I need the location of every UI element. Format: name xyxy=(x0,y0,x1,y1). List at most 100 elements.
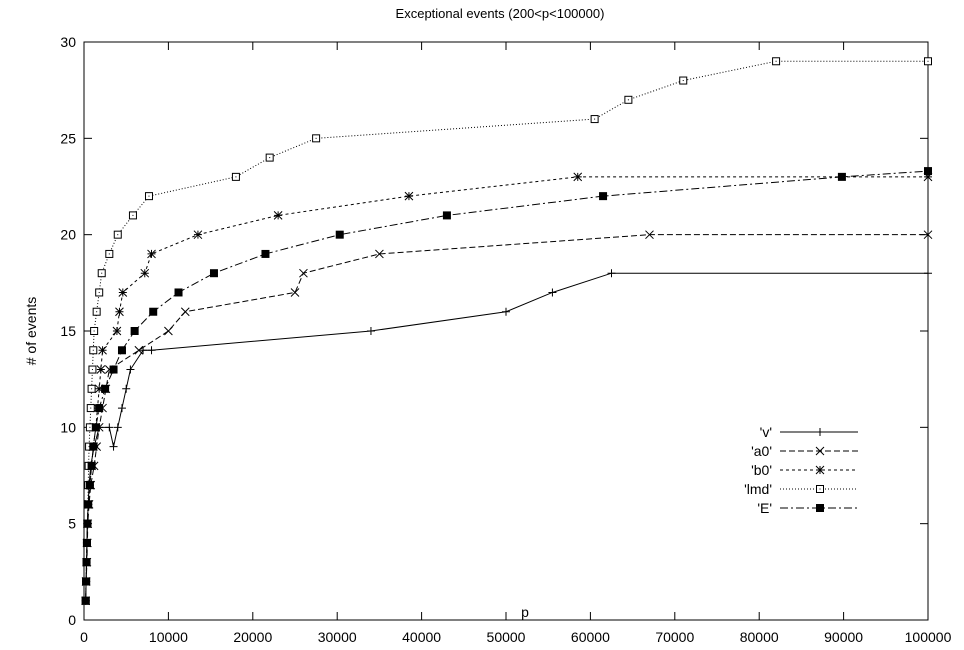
data-point xyxy=(113,423,122,432)
legend: 'v' 'a0' 'b0' 'lmd' 'E' xyxy=(744,424,858,516)
data-point xyxy=(83,519,92,528)
data-point-dot xyxy=(90,407,92,409)
data-point-dot xyxy=(88,446,90,448)
axis-ticks: 0 10000 20000 30000 40000 50000 60000 70000 8000… xyxy=(60,34,951,645)
series-line xyxy=(85,170,929,601)
data-point xyxy=(87,461,96,470)
y-tick-label: 15 xyxy=(60,323,76,339)
data-point xyxy=(209,269,218,278)
data-point-dot xyxy=(594,118,596,120)
x-tick-label: 90000 xyxy=(824,629,863,645)
data-point xyxy=(89,442,98,451)
data-point xyxy=(81,596,90,605)
data-point-dot xyxy=(927,60,929,62)
series-3 xyxy=(81,57,932,605)
data-point xyxy=(290,288,300,297)
x-tick-label: 10000 xyxy=(149,629,188,645)
data-point xyxy=(85,481,94,490)
data-point xyxy=(164,326,173,336)
data-point xyxy=(101,384,110,393)
data-point-dot xyxy=(91,369,93,371)
y-axis-label: # of events xyxy=(23,297,39,366)
legend-label: 'lmd' xyxy=(744,481,772,497)
data-point xyxy=(924,167,932,176)
data-point xyxy=(149,307,158,316)
legend-swatch-marker xyxy=(816,504,824,512)
data-point xyxy=(82,577,91,586)
x-tick-label: 20000 xyxy=(233,629,272,645)
data-point xyxy=(109,442,118,451)
plot-frame xyxy=(83,41,929,621)
y-tick-label: 5 xyxy=(68,516,76,532)
data-point xyxy=(84,500,93,509)
x-tick-label: 100000 xyxy=(905,629,952,645)
data-point-dot xyxy=(89,426,91,428)
data-point xyxy=(599,192,608,201)
series-2 xyxy=(81,172,933,606)
series-line xyxy=(85,234,928,601)
data-point-dot xyxy=(98,291,100,293)
data-point-dot xyxy=(682,80,684,82)
data-point-dot xyxy=(108,253,110,255)
data-point xyxy=(924,269,932,278)
x-tick-label: 30000 xyxy=(318,629,357,645)
data-point xyxy=(98,345,107,355)
x-tick-label: 0 xyxy=(80,629,88,645)
data-point xyxy=(134,345,144,355)
data-point-dot xyxy=(132,214,134,216)
x-tick-label: 80000 xyxy=(740,629,779,645)
data-point xyxy=(837,172,846,181)
data-point xyxy=(130,327,139,335)
data-point xyxy=(115,307,124,317)
x-tick-label: 60000 xyxy=(571,629,610,645)
data-point xyxy=(502,307,510,316)
data-point-dot xyxy=(96,311,98,313)
y-tick-label: 10 xyxy=(60,419,76,435)
data-point xyxy=(548,288,557,297)
data-point xyxy=(118,288,128,297)
y-tick-label: 30 xyxy=(60,34,76,50)
chart-title: Exceptional events (200<p<100000) xyxy=(396,6,605,21)
data-point xyxy=(442,211,451,220)
data-point xyxy=(366,327,375,335)
data-point xyxy=(105,423,114,432)
legend-entry: 'a0' xyxy=(751,443,858,459)
data-point-dot xyxy=(315,137,317,139)
data-point xyxy=(404,191,414,201)
x-tick-label: 40000 xyxy=(402,629,441,645)
data-point xyxy=(126,365,135,374)
data-point xyxy=(375,249,384,259)
data-point xyxy=(91,423,100,432)
legend-label: 'v' xyxy=(760,424,772,440)
legend-entry: 'lmd' xyxy=(744,481,858,497)
data-point xyxy=(180,307,190,317)
legend-label: 'a0' xyxy=(751,443,772,459)
data-point-dot xyxy=(92,349,94,351)
data-point xyxy=(147,346,156,355)
data-point-dot xyxy=(91,388,93,390)
data-point xyxy=(140,268,150,278)
data-point-dot xyxy=(269,157,271,159)
legend-entry: 'b0' xyxy=(751,462,858,478)
x-axis-label: p xyxy=(521,604,529,620)
series-line xyxy=(85,176,928,601)
series-line xyxy=(85,272,928,601)
data-point xyxy=(96,365,106,374)
data-point-dot xyxy=(148,195,150,197)
data-point xyxy=(193,230,203,240)
legend-swatch-marker-dot xyxy=(819,488,821,490)
legend-swatch-marker xyxy=(815,465,825,475)
data-point xyxy=(923,172,933,182)
data-point xyxy=(335,230,344,239)
data-point xyxy=(82,558,91,567)
data-point xyxy=(147,249,156,259)
data-point xyxy=(117,404,126,413)
data-point xyxy=(94,384,104,394)
series-0 xyxy=(81,269,932,605)
data-point xyxy=(607,269,616,278)
data-point-dot xyxy=(117,234,119,236)
y-tick-label: 20 xyxy=(60,227,76,243)
data-point-dot xyxy=(775,60,777,62)
legend-label: 'E' xyxy=(757,500,772,516)
